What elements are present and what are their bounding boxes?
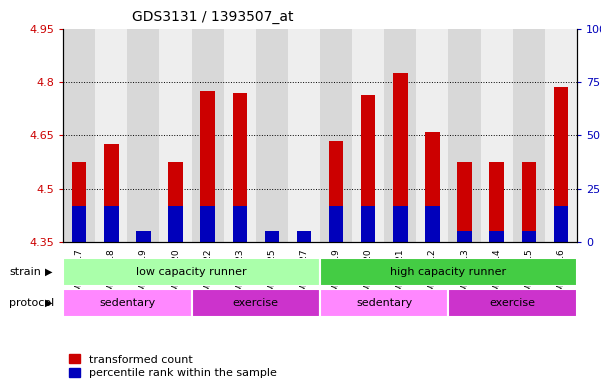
- Bar: [489, 162, 504, 242]
- Bar: [457, 231, 472, 242]
- Bar: [159, 29, 192, 242]
- Bar: [256, 29, 288, 242]
- Text: ▶: ▶: [45, 267, 52, 277]
- Bar: [63, 289, 192, 317]
- Bar: [457, 162, 472, 242]
- Bar: [522, 231, 536, 242]
- Text: ▶: ▶: [45, 298, 52, 308]
- Bar: [426, 206, 440, 242]
- Bar: [200, 206, 215, 242]
- Bar: [361, 206, 376, 242]
- Bar: [522, 162, 536, 242]
- Bar: [361, 94, 376, 242]
- Text: high capacity runner: high capacity runner: [391, 267, 507, 277]
- Text: sedentary: sedentary: [356, 298, 412, 308]
- Bar: [136, 235, 151, 242]
- Bar: [329, 141, 343, 242]
- Bar: [95, 29, 127, 242]
- Bar: [320, 258, 577, 286]
- Bar: [72, 206, 87, 242]
- Bar: [448, 289, 577, 317]
- Bar: [513, 29, 545, 242]
- Bar: [192, 289, 320, 317]
- Bar: [288, 29, 320, 242]
- Bar: [554, 88, 568, 242]
- Bar: [127, 29, 159, 242]
- Bar: [489, 231, 504, 242]
- Bar: [264, 231, 279, 242]
- Bar: [384, 29, 416, 242]
- Bar: [104, 206, 118, 242]
- Bar: [168, 206, 183, 242]
- Bar: [63, 258, 320, 286]
- Bar: [426, 132, 440, 242]
- Bar: [320, 29, 352, 242]
- Bar: [136, 231, 151, 242]
- Bar: [297, 235, 311, 242]
- Bar: [72, 162, 87, 242]
- Text: protocol: protocol: [9, 298, 54, 308]
- Bar: [545, 29, 577, 242]
- Bar: [104, 144, 118, 242]
- Bar: [264, 235, 279, 242]
- Text: exercise: exercise: [233, 298, 279, 308]
- Bar: [393, 73, 407, 242]
- Bar: [224, 29, 256, 242]
- Text: sedentary: sedentary: [99, 298, 156, 308]
- Bar: [320, 289, 448, 317]
- Bar: [297, 231, 311, 242]
- Text: strain: strain: [9, 267, 41, 277]
- Bar: [168, 162, 183, 242]
- Text: GDS3131 / 1393507_at: GDS3131 / 1393507_at: [132, 10, 294, 23]
- Text: exercise: exercise: [490, 298, 535, 308]
- Bar: [329, 206, 343, 242]
- Bar: [481, 29, 513, 242]
- Bar: [192, 29, 224, 242]
- Text: low capacity runner: low capacity runner: [136, 267, 247, 277]
- Legend: transformed count, percentile rank within the sample: transformed count, percentile rank withi…: [69, 354, 276, 379]
- Bar: [200, 91, 215, 242]
- Bar: [63, 29, 95, 242]
- Bar: [233, 93, 247, 242]
- Bar: [393, 206, 407, 242]
- Bar: [233, 206, 247, 242]
- Bar: [448, 29, 481, 242]
- Bar: [416, 29, 448, 242]
- Bar: [352, 29, 384, 242]
- Bar: [554, 206, 568, 242]
